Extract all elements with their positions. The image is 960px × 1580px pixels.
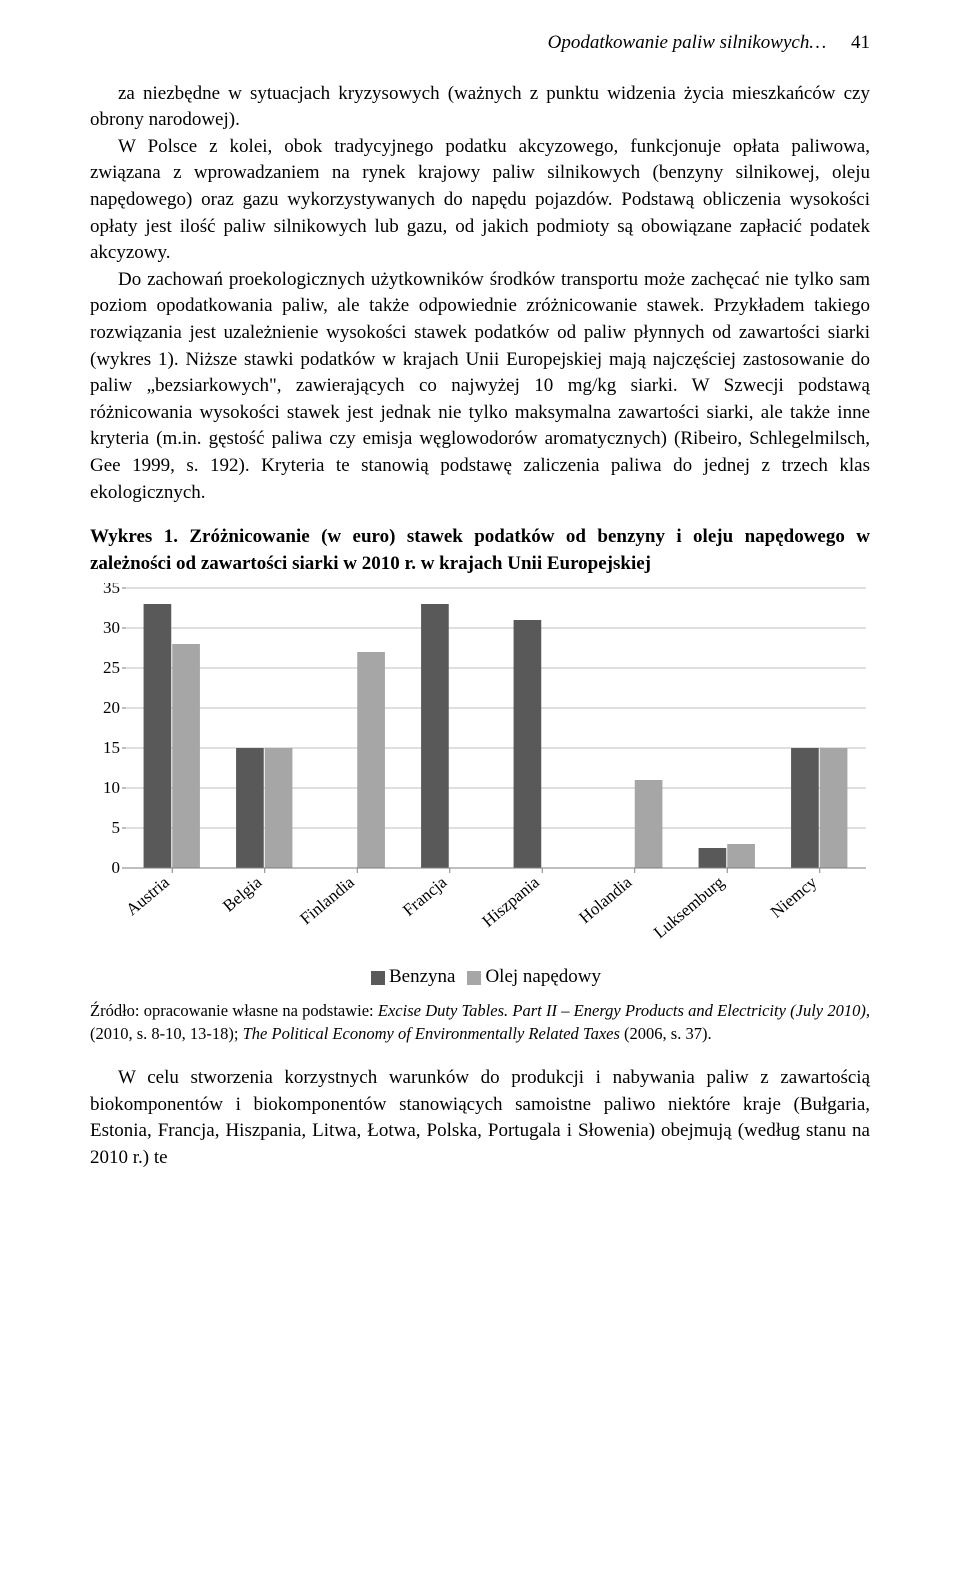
running-header: Opodatkowanie paliw silnikowych… 41 — [90, 30, 870, 57]
paragraph-2: W Polsce z kolei, obok tradycyjnego poda… — [90, 134, 870, 267]
source-line: Źródło: opracowanie własne na podstawie:… — [90, 999, 870, 1045]
svg-text:Belgia: Belgia — [219, 873, 266, 916]
legend-label: Olej napędowy — [485, 966, 601, 987]
chart-title-text: Zróżnicowanie (w euro) stawek podatków o… — [90, 526, 870, 574]
source-italic-1: Excise Duty Tables. Part II – Energy Pro… — [378, 1001, 866, 1020]
footer-paragraph: W celu stworzenia korzystnych warunków d… — [90, 1065, 870, 1171]
chart-legend: Benzyna Olej napędowy — [90, 964, 870, 991]
body-text-block: za niezbędne w sytuacjach kryzysowych (w… — [90, 81, 870, 507]
svg-text:5: 5 — [112, 818, 121, 837]
svg-text:30: 30 — [103, 618, 120, 637]
page-number: 41 — [851, 32, 870, 53]
source-mid-2: (2006, s. 37). — [620, 1024, 712, 1043]
source-italic-2: The Political Economy of Environmentally… — [243, 1024, 620, 1043]
paragraph-3: Do zachowań proekologicznych użytkownikó… — [90, 267, 870, 506]
svg-text:Holandia: Holandia — [575, 873, 635, 928]
legend-label: Benzyna — [389, 966, 455, 987]
chart-title-prefix: Wykres 1. — [90, 526, 189, 547]
legend-swatch — [371, 971, 385, 985]
running-title: Opodatkowanie paliw silnikowych… — [548, 32, 827, 53]
chart-title: Wykres 1. Zróżnicowanie (w euro) stawek … — [90, 524, 870, 577]
svg-text:25: 25 — [103, 658, 120, 677]
source-label: Źródło: opracowanie własne na podstawie: — [90, 1001, 378, 1020]
svg-text:Niemcy: Niemcy — [767, 872, 821, 921]
svg-text:Austria: Austria — [122, 872, 173, 919]
svg-text:20: 20 — [103, 698, 120, 717]
bar-chart: 0 5 10 15 20 25 30 35 Austria Belgia Finlandia Fran… — [90, 583, 870, 958]
svg-text:Finlandia: Finlandia — [296, 873, 358, 929]
bar-chart-svg: 0 5 10 15 20 25 30 35 Austria Belgia Finlandia Fran… — [90, 583, 871, 958]
svg-text:Hiszpania: Hiszpania — [479, 873, 544, 932]
svg-text:Luksemburg: Luksemburg — [650, 872, 728, 942]
svg-text:10: 10 — [103, 778, 120, 797]
footer-text-block: W celu stworzenia korzystnych warunków d… — [90, 1065, 870, 1171]
svg-text:15: 15 — [103, 738, 120, 757]
svg-text:0: 0 — [112, 858, 121, 877]
svg-text:Francja: Francja — [399, 873, 451, 921]
svg-text:35: 35 — [103, 583, 120, 597]
legend-swatch — [467, 971, 481, 985]
paragraph-1: za niezbędne w sytuacjach kryzysowych (w… — [90, 81, 870, 134]
